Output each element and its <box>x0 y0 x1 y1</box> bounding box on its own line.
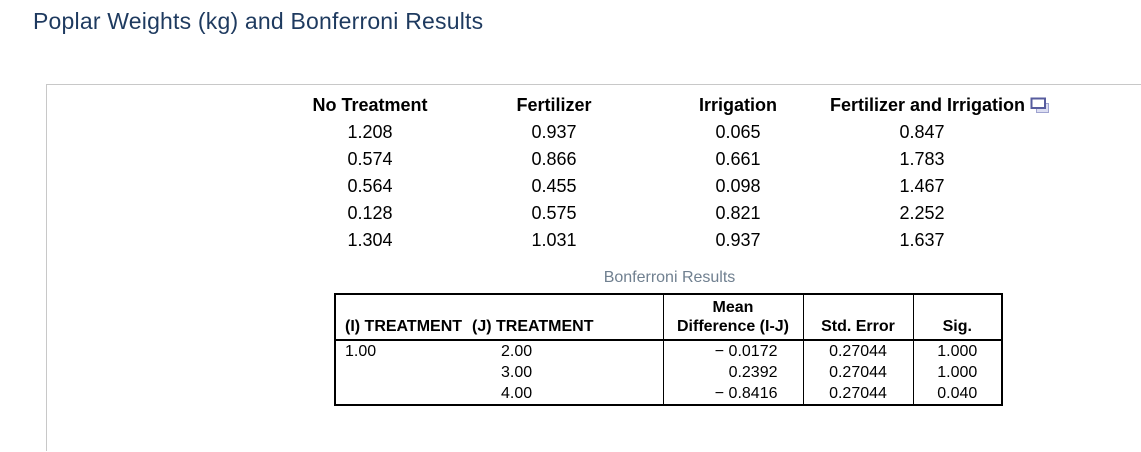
bonferroni-row: 4.00 − 0.8416 0.27044 0.040 <box>335 383 1002 405</box>
bonf-cell-mean: − 0.0172 <box>662 340 803 362</box>
overlapping-windows-icon[interactable] <box>1030 97 1050 114</box>
weights-cell: 0.065 <box>715 122 761 142</box>
bonferroni-caption: Bonferroni Results <box>603 269 736 286</box>
content-panel: No Treatment Fertilizer Irrigation Ferti… <box>46 84 1141 451</box>
weights-cell: 1.783 <box>899 149 945 169</box>
bonf-cell-j: 2.00 <box>501 343 533 360</box>
weights-cell: 0.937 <box>715 230 761 250</box>
weights-cell: 0.574 <box>347 149 393 169</box>
weights-col-header-irrigation: Irrigation <box>698 94 777 115</box>
bonf-cell-i: 1.00 <box>345 343 377 360</box>
page-title: Poplar Weights (kg) and Bonferroni Resul… <box>33 8 484 34</box>
weights-cell: 0.575 <box>531 203 577 223</box>
weights-row: 1.208 0.937 0.065 0.847 <box>278 119 1014 146</box>
bonf-cell-mean: − 0.8416 <box>662 383 803 405</box>
bonf-cell-i <box>335 362 463 383</box>
weights-col-header-fertilizer: Fertilizer <box>516 94 592 115</box>
bonf-cell-sig: 1.000 <box>912 340 1002 362</box>
weights-row: 0.564 0.455 0.098 1.467 <box>278 173 1014 200</box>
bonf-col-header-sig: Sig. <box>912 294 1002 341</box>
weights-cell: 1.467 <box>899 176 945 196</box>
bonf-cell-sig: 1.000 <box>912 362 1002 383</box>
bonf-cell-j: 3.00 <box>501 364 533 381</box>
bonf-cell-se: 0.27044 <box>802 383 913 405</box>
weights-col-header-no-treatment: No Treatment <box>312 94 428 115</box>
bonf-cell-j: 4.00 <box>501 385 533 402</box>
weights-cell: 1.304 <box>347 230 393 250</box>
bonf-cell-mean: 0.2392 <box>662 362 803 383</box>
weights-cell: 0.821 <box>715 203 761 223</box>
bonf-col-header-std-error: Std. Error <box>802 294 913 341</box>
bonf-col-header-i-treatment: (I) TREATMENT <box>335 294 463 341</box>
weights-cell: 0.128 <box>347 203 393 223</box>
bonf-cell-se: 0.27044 <box>802 340 913 362</box>
weights-cell: 1.637 <box>899 230 945 250</box>
bonf-col-header-mean-difference: Mean Difference (I-J) <box>662 294 803 341</box>
bonferroni-row: 1.00 2.00 − 0.0172 0.27044 1.000 <box>335 340 1002 362</box>
weights-cell: 0.937 <box>531 122 577 142</box>
weights-cell: 0.661 <box>715 149 761 169</box>
mean-difference-line1: Mean <box>712 298 754 316</box>
weights-row: 1.304 1.031 0.937 1.637 <box>278 227 1014 254</box>
mean-difference-line2: Difference (I-J) <box>676 318 790 336</box>
weights-header-row: No Treatment Fertilizer Irrigation Ferti… <box>278 91 1050 119</box>
weights-cell: 0.866 <box>531 149 577 169</box>
bonf-cell-sig: 0.040 <box>912 383 1002 405</box>
weights-cell: 0.098 <box>715 176 761 196</box>
weights-table: No Treatment Fertilizer Irrigation Ferti… <box>278 91 1050 254</box>
weights-cell: 0.847 <box>899 122 945 142</box>
weights-cell: 1.208 <box>347 122 393 142</box>
weights-cell: 0.564 <box>347 176 393 196</box>
weights-row: 0.128 0.575 0.821 2.252 <box>278 200 1014 227</box>
bonferroni-row: 3.00 0.2392 0.27044 1.000 <box>335 362 1002 383</box>
weights-col-header-fertilizer-irrigation: Fertilizer and Irrigation <box>830 91 1050 119</box>
weights-row: 0.574 0.866 0.661 1.783 <box>278 146 1014 173</box>
weights-cell: 2.252 <box>899 203 945 223</box>
bonferroni-table: (I) TREATMENT (J) TREATMENT Mean Differe… <box>334 293 1003 406</box>
bonf-col-header-j-treatment: (J) TREATMENT <box>463 294 663 341</box>
weights-col-header-label: Fertilizer and Irrigation <box>830 94 1026 115</box>
bonferroni-header-row: (I) TREATMENT (J) TREATMENT Mean Differe… <box>335 294 1002 341</box>
bonf-cell-se: 0.27044 <box>802 362 913 383</box>
weights-cell: 1.031 <box>531 230 577 250</box>
bonf-cell-i <box>335 383 463 405</box>
weights-cell: 0.455 <box>531 176 577 196</box>
